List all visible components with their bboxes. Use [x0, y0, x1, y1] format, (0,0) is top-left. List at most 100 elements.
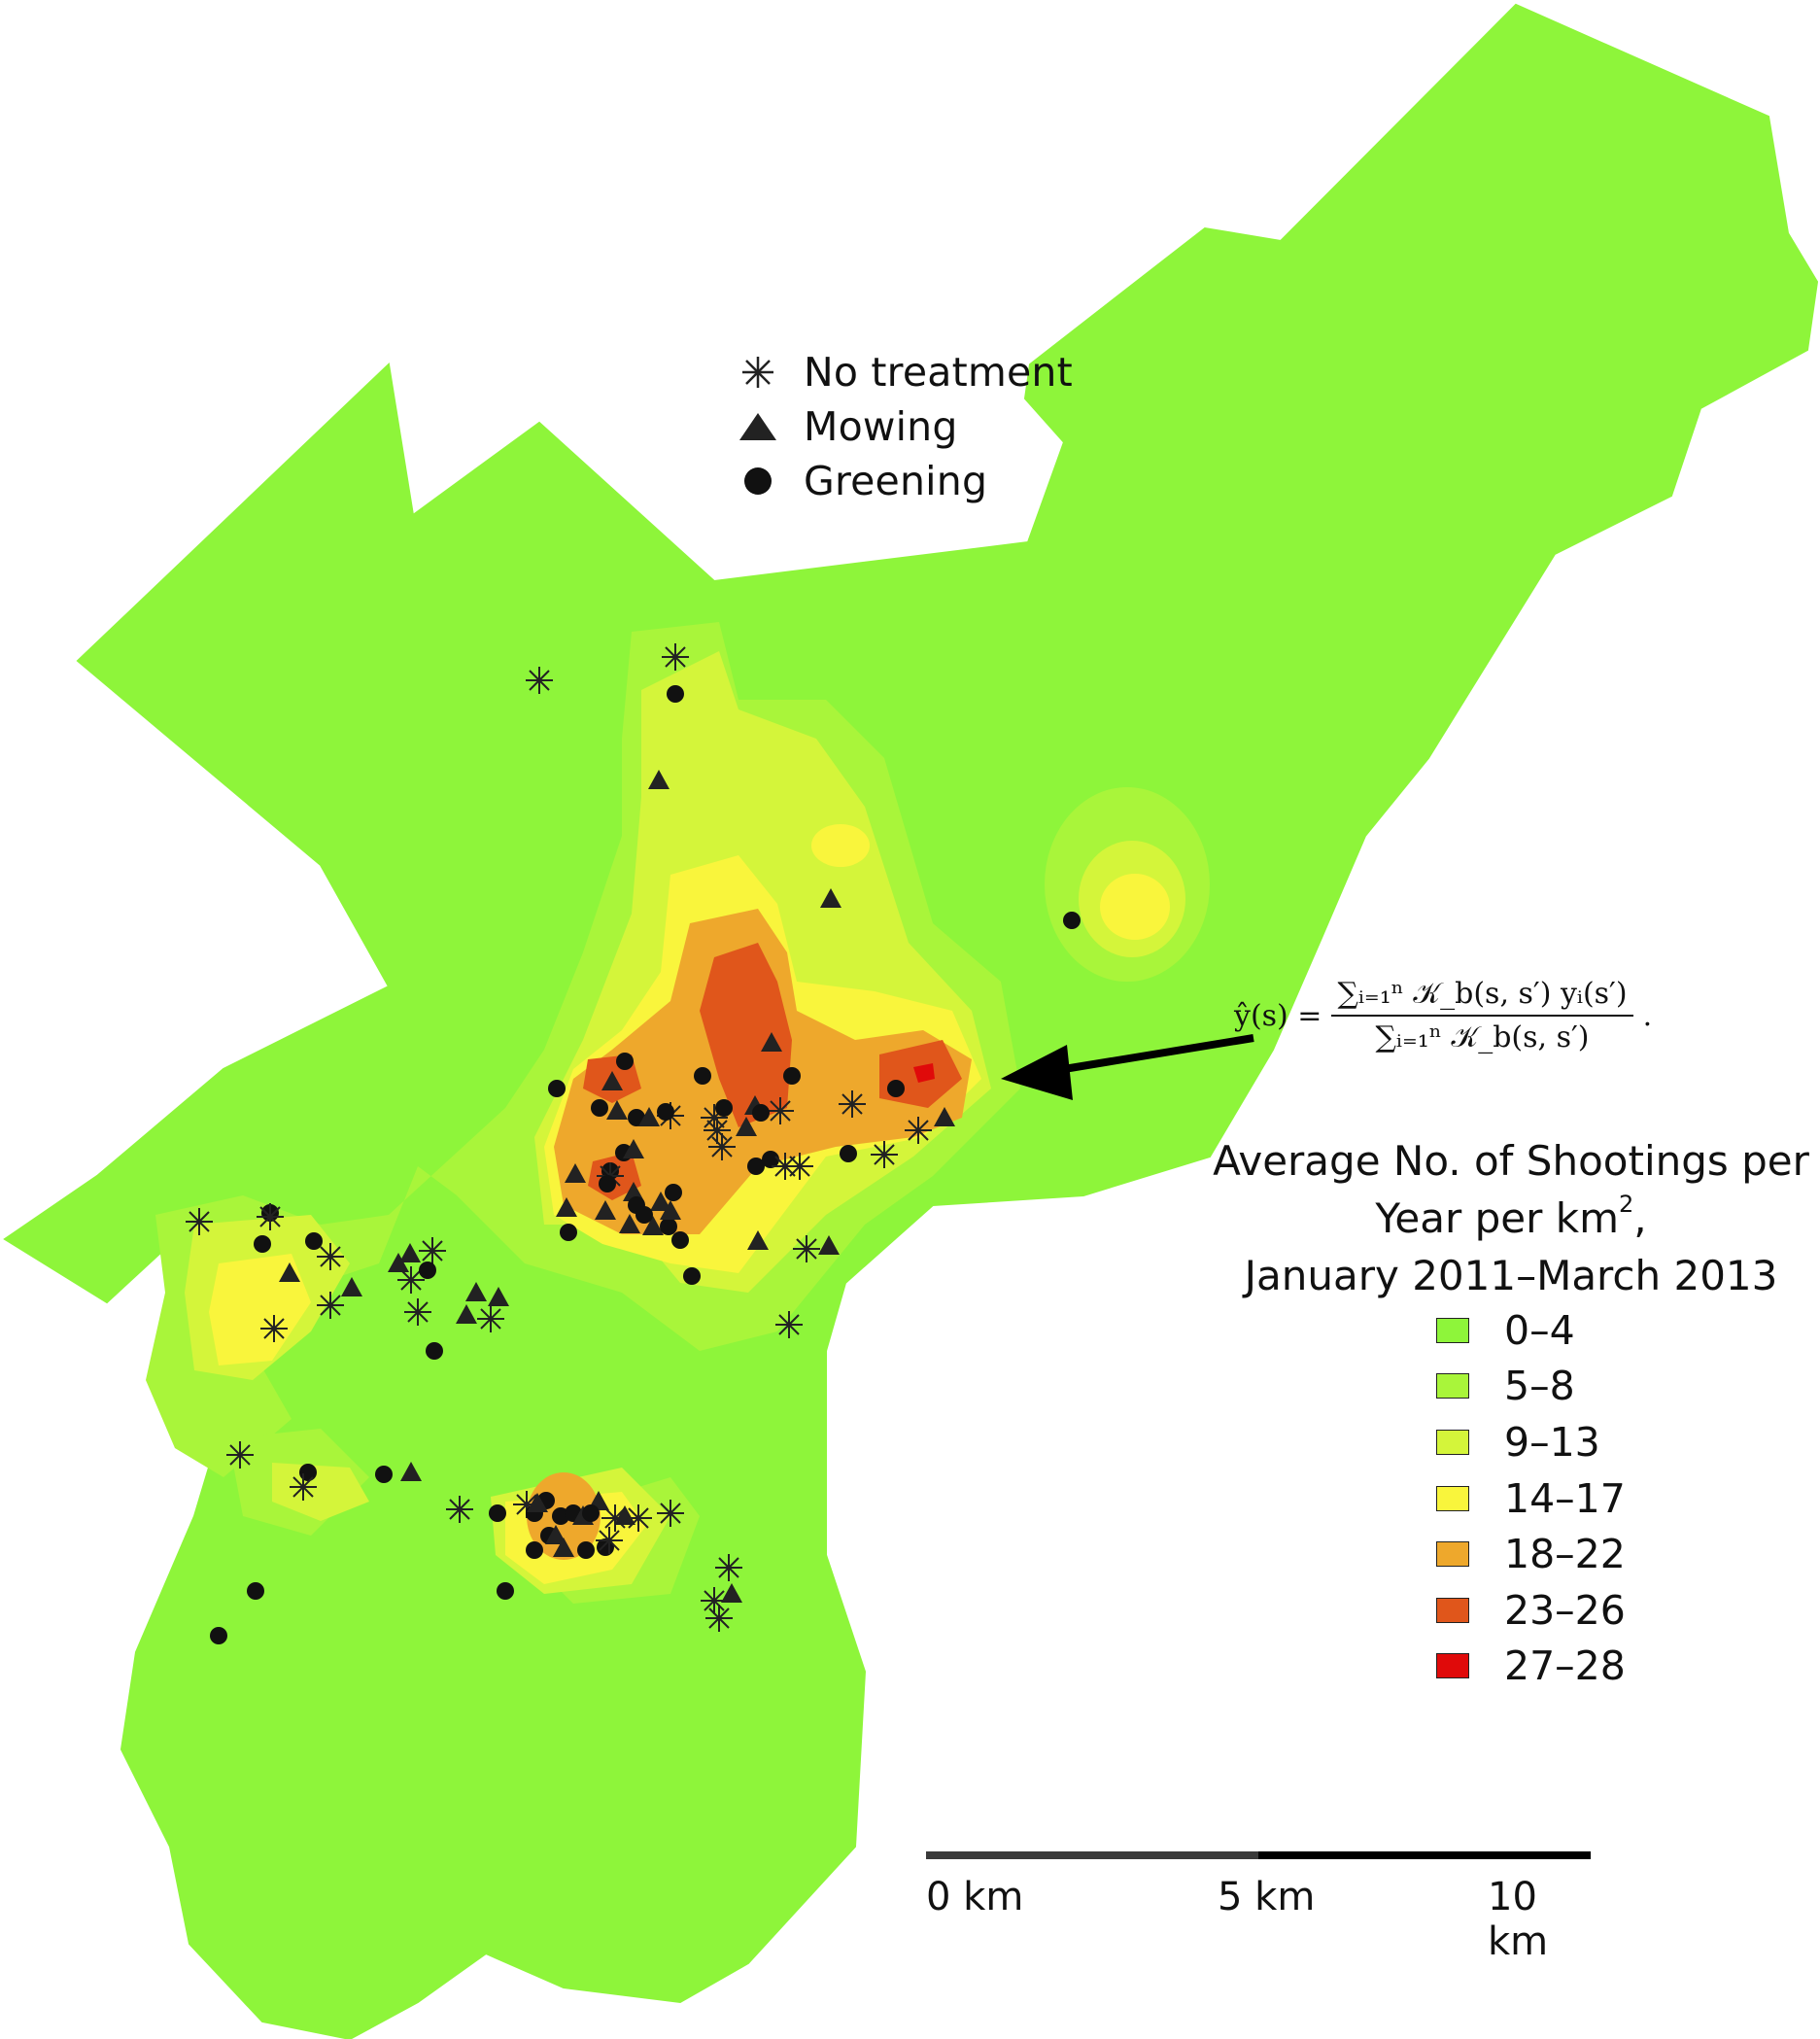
scale-bar: 0 km 5 km 10 km — [926, 1851, 1592, 1964]
no-treatment-point — [404, 1298, 431, 1326]
scale-bar-segment — [1258, 1851, 1591, 1859]
scale-label-5: 5 km — [1218, 1875, 1316, 1919]
mowing-point — [465, 1282, 487, 1301]
no-treatment-point — [317, 1243, 344, 1270]
legend-row-greening: Greening — [734, 454, 1073, 508]
formula-lhs: ŷ(s) = — [1234, 998, 1322, 1033]
no-treatment-point — [905, 1117, 932, 1144]
legend-swatch — [1436, 1653, 1469, 1679]
legend-title-line2-end: , — [1633, 1194, 1647, 1242]
no-treatment-point — [419, 1237, 446, 1264]
mowing-point — [456, 1304, 477, 1324]
legend-class-row: 18–22 — [1436, 1526, 1626, 1582]
greening-point — [582, 1504, 600, 1522]
greening-point — [783, 1067, 801, 1085]
greening-point — [548, 1080, 566, 1097]
greening-point — [426, 1342, 443, 1360]
greening-point — [247, 1582, 264, 1600]
mowing-point — [623, 1182, 644, 1201]
greening-point — [635, 1206, 653, 1224]
greening-point — [667, 685, 684, 703]
density-legend: 0–4 5–8 9–13 14–17 18–22 23–26 27–28 — [1436, 1302, 1626, 1694]
mowing-point — [648, 770, 670, 789]
greening-point — [715, 1099, 733, 1117]
greening-point — [752, 1104, 770, 1122]
mowing-point — [601, 1071, 623, 1090]
mowing-point — [400, 1462, 422, 1481]
no-treatment-point — [767, 1097, 794, 1124]
scale-bar-segment — [926, 1851, 1258, 1859]
greening-point — [375, 1466, 393, 1483]
density-zone-14-17 — [811, 824, 870, 867]
formula-fraction: ∑ᵢ₌₁ⁿ 𝒦_b(s, s′) yᵢ(s′) ∑ᵢ₌₁ⁿ 𝒦_b(s, s′) — [1331, 977, 1633, 1054]
mowing-point — [399, 1243, 421, 1262]
greening-point — [665, 1184, 682, 1201]
no-treatment-point — [715, 1554, 742, 1581]
triangle-icon — [739, 413, 776, 440]
mowing-point — [595, 1200, 616, 1220]
legend-row-no-treatment: No treatment — [734, 345, 1073, 399]
no-treatment-point — [226, 1441, 254, 1469]
legend-class-row: 14–17 — [1436, 1470, 1626, 1527]
mowing-point — [934, 1107, 955, 1126]
greening-point — [762, 1151, 779, 1168]
mowing-point — [660, 1200, 681, 1220]
no-treatment-point — [186, 1208, 213, 1235]
mowing-point — [818, 1235, 840, 1255]
formula-numerator: ∑ᵢ₌₁ⁿ 𝒦_b(s, s′) yᵢ(s′) — [1331, 977, 1633, 1017]
greening-point — [489, 1504, 506, 1522]
legend-class-label: 5–8 — [1504, 1363, 1575, 1410]
legend-title-line1: Average No. of Shootings per — [1213, 1137, 1809, 1185]
no-treatment-point — [526, 667, 553, 694]
no-treatment-point — [601, 1504, 629, 1532]
legend-label-mowing: Mowing — [804, 403, 958, 450]
legend-class-label: 23–26 — [1504, 1586, 1626, 1634]
greening-point — [254, 1235, 271, 1253]
legend-class-row: 5–8 — [1436, 1359, 1626, 1415]
legend-class-row: 9–13 — [1436, 1414, 1626, 1470]
greening-point — [419, 1261, 436, 1279]
no-treatment-point — [701, 1587, 728, 1614]
legend-row-mowing: Mowing — [734, 399, 1073, 454]
legend-swatch — [1436, 1541, 1469, 1568]
mowing-point — [761, 1032, 782, 1052]
asterisk-icon — [742, 357, 773, 388]
legend-title-superscript: 2 — [1619, 1191, 1634, 1218]
legend-title: Average No. of Shootings per Year per km… — [1205, 1132, 1817, 1304]
mowing-point — [614, 1505, 635, 1525]
smoothing-formula: ŷ(s) = ∑ᵢ₌₁ⁿ 𝒦_b(s, s′) yᵢ(s′) ∑ᵢ₌₁ⁿ 𝒦_b… — [1234, 977, 1652, 1054]
legend-title-line2: Year per km2, — [1205, 1190, 1817, 1247]
no-treatment-point — [705, 1605, 733, 1632]
density-zone-14-17 — [1100, 874, 1170, 940]
legend-title-line3: January 2011–March 2013 — [1244, 1252, 1778, 1299]
legend-class-label: 27–28 — [1504, 1642, 1626, 1690]
mowing-point — [527, 1493, 548, 1512]
legend-class-label: 9–13 — [1504, 1418, 1600, 1466]
no-treatment-point — [662, 643, 689, 671]
greening-point — [671, 1231, 689, 1249]
mowing-point — [642, 1216, 664, 1235]
formula-end: . — [1642, 998, 1653, 1033]
legend-title-line2-text: Year per km — [1375, 1194, 1619, 1242]
no-treatment-point — [257, 1203, 284, 1230]
density-zone-23-26 — [700, 943, 792, 1127]
mowing-point — [638, 1107, 660, 1126]
greening-point — [683, 1267, 701, 1285]
greening-point — [747, 1158, 765, 1175]
mowing-point — [488, 1287, 509, 1306]
legend-class-row: 0–4 — [1436, 1302, 1626, 1359]
greening-point — [616, 1053, 634, 1070]
no-treatment-point — [871, 1141, 898, 1168]
legend-swatch — [1436, 1373, 1469, 1400]
no-treatment-point — [625, 1504, 652, 1532]
greening-point — [526, 1541, 543, 1559]
circle-icon — [744, 467, 772, 495]
legend-swatch — [1436, 1429, 1469, 1455]
mowing-point — [606, 1100, 628, 1120]
greening-point — [497, 1582, 514, 1600]
no-treatment-point — [317, 1292, 344, 1319]
no-treatment-point — [775, 1311, 803, 1338]
no-treatment-point — [446, 1496, 473, 1523]
no-treatment-point — [708, 1133, 736, 1160]
